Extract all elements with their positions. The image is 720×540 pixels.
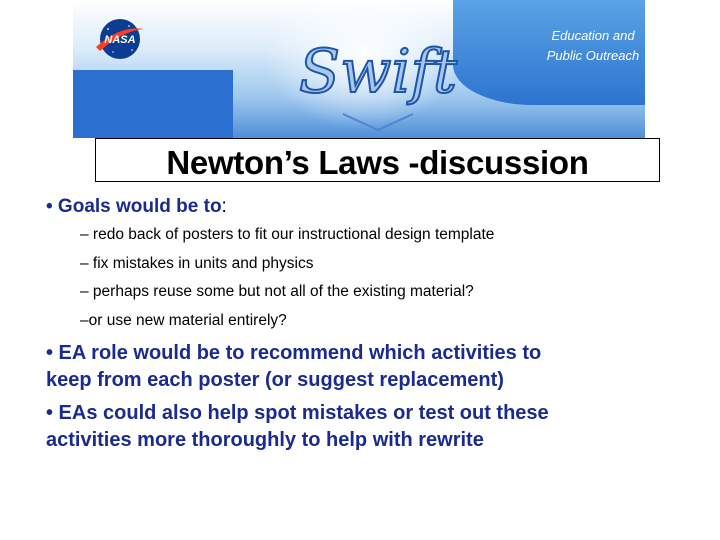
goals-item-3: – perhaps reuse some but not all of the … [80, 283, 474, 300]
slide-title: Newton’s Laws -discussion [166, 144, 589, 181]
ea-help-bullet: • EAs could also help spot mistakes or t… [46, 400, 686, 454]
ea-help-line-1: • EAs could also help spot mistakes or t… [46, 402, 549, 424]
slide-content: • Goals would be to: – redo back of post… [46, 190, 686, 460]
goals-label: • Goals would be to [46, 196, 222, 217]
goals-item-4: –or use new material entirely? [80, 311, 287, 329]
epo-label: Education and Public Outreach [545, 26, 641, 66]
epo-line-2: Public Outreach [546, 48, 640, 63]
swift-wordmark-text: Swift [299, 37, 458, 107]
goals-colon: : [221, 196, 227, 217]
ea-role-line-1: • EA role would be to recommend which ac… [46, 342, 542, 364]
goals-item-1: – redo back of posters to fit our instru… [80, 226, 495, 243]
nasa-logo-icon: NASA [96, 19, 144, 59]
nasa-logo-text: NASA [104, 34, 135, 46]
header-banner: NASA Swift Education and Public Outreach [73, 0, 645, 138]
goals-item-2: – fix mistakes in units and physics [80, 254, 314, 272]
ea-role-line-2: keep from each poster (or suggest replac… [46, 369, 504, 391]
goals-bullet: • Goals would be to: [46, 196, 686, 218]
banner-glow [263, 0, 463, 130]
slide-title-box: Newton’s Laws -discussion [95, 138, 660, 182]
ea-help-line-2: activities more thoroughly to help with … [46, 429, 484, 451]
epo-line-1: Education and [551, 28, 635, 43]
banner-swoosh-blue [453, 0, 645, 105]
ea-role-bullet: • EA role would be to recommend which ac… [46, 340, 686, 394]
swift-wordmark-icon: Swift [298, 36, 459, 132]
banner-swoosh-dark [73, 70, 233, 138]
